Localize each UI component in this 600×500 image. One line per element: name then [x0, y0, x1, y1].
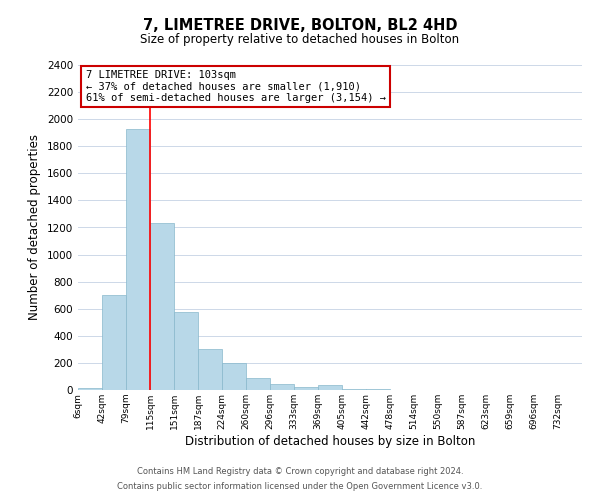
Bar — [246, 378, 270, 390]
Text: 7 LIMETREE DRIVE: 103sqm
← 37% of detached houses are smaller (1,910)
61% of sem: 7 LIMETREE DRIVE: 103sqm ← 37% of detach… — [86, 70, 386, 103]
Bar — [150, 224, 174, 390]
Y-axis label: Number of detached properties: Number of detached properties — [28, 134, 41, 320]
Bar — [126, 128, 150, 390]
Bar — [78, 388, 102, 390]
Text: Contains public sector information licensed under the Open Government Licence v3: Contains public sector information licen… — [118, 482, 482, 491]
Bar — [270, 384, 294, 390]
X-axis label: Distribution of detached houses by size in Bolton: Distribution of detached houses by size … — [185, 434, 475, 448]
Bar — [174, 312, 198, 390]
Text: Contains HM Land Registry data © Crown copyright and database right 2024.: Contains HM Land Registry data © Crown c… — [137, 467, 463, 476]
Bar — [342, 388, 366, 390]
Text: 7, LIMETREE DRIVE, BOLTON, BL2 4HD: 7, LIMETREE DRIVE, BOLTON, BL2 4HD — [143, 18, 457, 32]
Bar — [318, 386, 342, 390]
Text: Size of property relative to detached houses in Bolton: Size of property relative to detached ho… — [140, 32, 460, 46]
Bar — [294, 386, 318, 390]
Bar — [198, 350, 222, 390]
Bar — [102, 295, 126, 390]
Bar — [222, 363, 246, 390]
